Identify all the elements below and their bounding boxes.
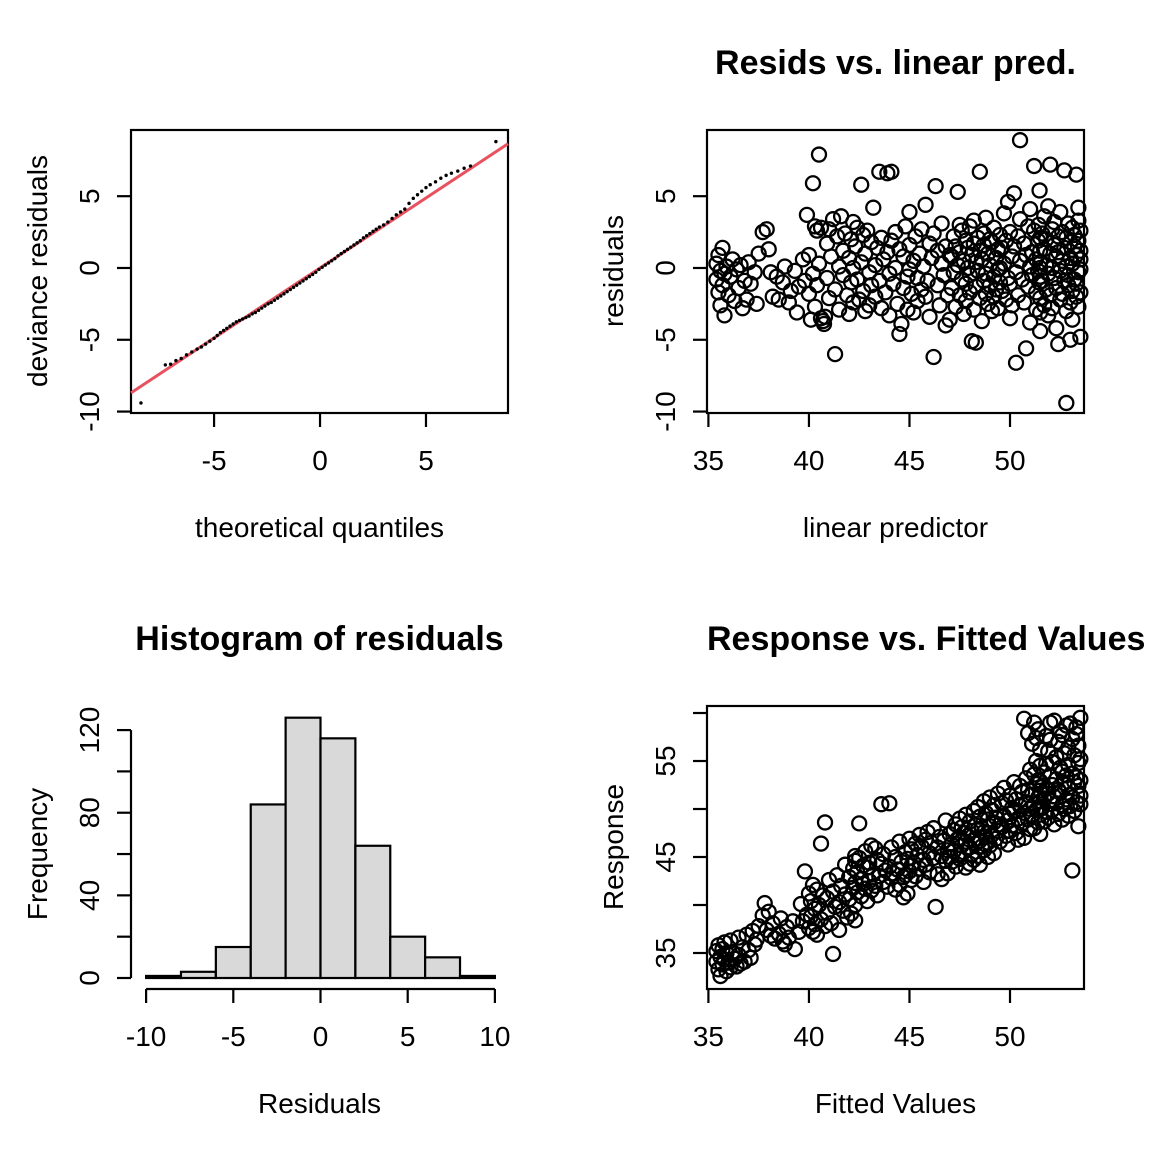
svg-text:0: 0 [74, 260, 105, 276]
svg-text:10: 10 [479, 1021, 510, 1052]
svg-text:-5: -5 [650, 327, 681, 352]
panel-response-vs-fitted: 35 40 45 50 35 45 55 Response vs. Fitted Value… [576, 576, 1152, 1152]
svg-text:35: 35 [693, 445, 724, 476]
svg-text:120: 120 [74, 707, 105, 754]
svg-text:-10: -10 [650, 391, 681, 431]
y-axis-label: Response [598, 783, 629, 911]
svg-text:35: 35 [650, 937, 681, 968]
x-axis-label: Residuals [258, 1088, 381, 1119]
svg-text:5: 5 [74, 188, 105, 204]
x-axis-label: Fitted Values [814, 1088, 977, 1119]
svg-text:0: 0 [312, 445, 328, 476]
svg-text:-5: -5 [202, 445, 227, 476]
svg-text:0: 0 [650, 260, 681, 276]
svg-text:40: 40 [793, 1021, 824, 1052]
svg-text:-10: -10 [126, 1021, 166, 1052]
svg-text:-5: -5 [74, 327, 105, 352]
svg-text:5: 5 [400, 1021, 416, 1052]
qq-plot-canvas: -5 0 5 -10 -5 0 5 [74, 128, 510, 476]
svg-text:0: 0 [74, 970, 105, 986]
histogram-canvas: 0 40 80 120 -10 -5 0 5 10 [74, 707, 510, 1052]
svg-text:45: 45 [894, 1021, 925, 1052]
response-plot-canvas: 35 40 45 50 35 45 55 [650, 704, 1089, 1052]
svg-text:40: 40 [74, 880, 105, 911]
x-axis-label: theoretical quantiles [194, 512, 445, 543]
y-axis-label: residuals [598, 214, 629, 328]
svg-text:45: 45 [894, 445, 925, 476]
svg-text:55: 55 [650, 745, 681, 776]
svg-text:0: 0 [313, 1021, 329, 1052]
svg-text:5: 5 [418, 445, 434, 476]
svg-text:-10: -10 [74, 391, 105, 431]
x-axis-label: linear predictor [802, 512, 989, 543]
panel-title: Response vs. Fitted Values [707, 620, 1146, 658]
panel-histogram: 0 40 80 120 -10 -5 0 5 10 Histogram of residuals… [0, 576, 576, 1152]
svg-text:80: 80 [74, 797, 105, 828]
svg-text:50: 50 [994, 445, 1025, 476]
svg-text:35: 35 [693, 1021, 724, 1052]
y-axis-label: Frequency [22, 787, 53, 921]
svg-text:5: 5 [650, 188, 681, 204]
svg-text:50: 50 [994, 1021, 1025, 1052]
y-axis-label: deviance residuals [22, 155, 53, 387]
panel-resids-vs-linear-pred: 35 40 45 50 -10 -5 0 5 Resids vs. linear pred. … [576, 0, 1152, 576]
resids-plot-canvas: 35 40 45 50 -10 -5 0 5 [650, 128, 1089, 476]
svg-text:40: 40 [793, 445, 824, 476]
panel-title: Histogram of residuals [135, 620, 504, 658]
panel-qq-plot: -5 0 5 -10 -5 0 5 theoretical quantiles devian… [0, 0, 576, 576]
svg-text:45: 45 [650, 841, 681, 872]
svg-text:-5: -5 [221, 1021, 246, 1052]
panel-title: Resids vs. linear pred. [715, 44, 1076, 82]
